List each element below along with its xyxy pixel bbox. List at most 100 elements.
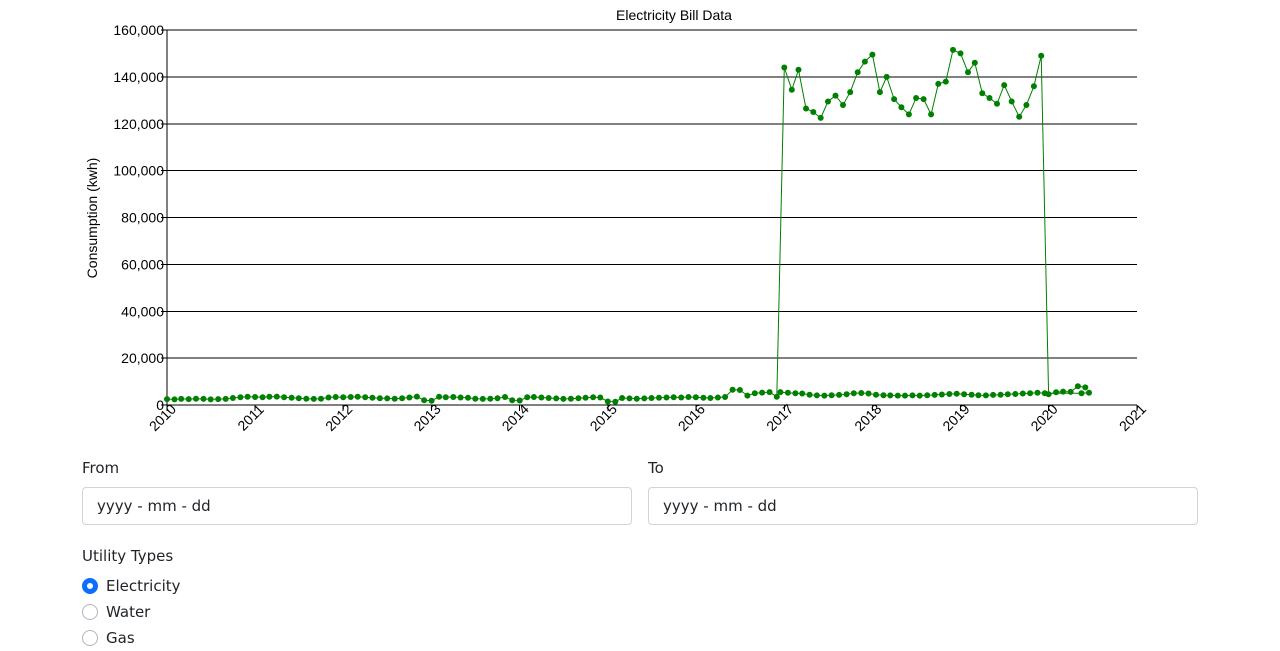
y-tick-label: 40,000 [121,303,164,319]
data-point [347,394,354,400]
data-point [340,394,347,401]
x-axis: 2010 2011 2012 2013 2014 2015 2016 2017 2018 2019… [146,401,1149,434]
utility-type-radio-group: Electricity Water Gas [82,573,1198,651]
data-point [795,66,802,73]
radio-option-gas[interactable]: Gas [82,625,1198,651]
chart-series [164,46,1092,405]
y-tick-label: 140,000 [113,69,164,85]
radio-gas[interactable] [82,630,98,646]
data-point [619,395,626,401]
data-point [961,391,968,398]
data-point [281,394,288,401]
data-point [707,395,714,401]
data-point [1023,102,1030,108]
data-point [825,98,831,105]
data-point [207,396,214,403]
data-point [810,109,817,115]
data-point [924,392,931,399]
data-point [450,394,457,400]
data-point [865,390,872,397]
data-point [193,395,199,402]
data-point [887,392,894,399]
data-point [612,398,619,405]
x-tick-label: 2016 [675,401,708,434]
data-point [200,395,207,402]
data-point [847,89,854,96]
data-point [840,102,846,108]
radio-label-water: Water [106,603,151,621]
data-point [582,394,589,401]
utility-types-label: Utility Types [82,547,174,565]
data-point [1030,83,1037,90]
data-point [905,111,912,118]
from-date-input[interactable] [82,487,632,525]
data-point [685,394,692,400]
data-point [781,64,788,71]
data-point [553,395,560,402]
to-date-input[interactable] [648,487,1198,525]
data-point [942,78,949,85]
data-point [633,395,640,402]
data-point [957,50,964,57]
radio-option-electricity[interactable]: Electricity [82,573,1198,599]
data-point [928,111,935,118]
data-point [215,396,222,403]
radio-label-electricity: Electricity [106,577,181,595]
data-point [1001,82,1008,89]
data-point [266,393,273,400]
chart-gridlines [167,29,1137,406]
data-point [465,394,471,401]
data-point [803,105,809,112]
data-point [759,389,766,396]
data-point [850,390,857,397]
data-point [986,95,993,101]
data-point [869,51,876,58]
x-tick-label: 2021 [1116,401,1149,434]
data-point [178,395,185,402]
data-point [950,46,956,53]
from-group: From [82,458,632,525]
consumption-chart: 0 20,000 40,000 60,000 80,000 100,000 120,000 1… [84,7,1149,434]
to-group: To [648,458,1198,525]
radio-label-gas: Gas [106,629,135,647]
data-point [744,392,751,399]
data-point [832,92,839,99]
data-point [354,393,361,400]
data-point [318,395,324,402]
data-point [252,394,259,400]
data-point [604,398,611,405]
data-point [413,393,420,400]
data-point [457,394,464,401]
data-point [295,395,302,402]
data-point [931,391,938,398]
data-point [990,391,997,398]
data-point [788,86,795,93]
data-point [487,395,494,402]
radio-water[interactable] [82,604,98,620]
data-point [259,394,266,401]
data-point [971,59,978,66]
radio-electricity[interactable] [82,578,98,594]
data-point [751,390,758,397]
data-point [502,394,508,400]
data-point [1019,390,1026,397]
x-tick-label: 2015 [587,401,620,434]
data-point [994,100,1000,107]
data-point [597,394,604,401]
data-point [567,395,574,402]
data-point [909,392,916,399]
data-point [792,390,799,397]
radio-option-water[interactable]: Water [82,599,1198,625]
data-point [916,392,923,399]
data-point [722,394,729,400]
x-tick-label: 2013 [410,401,443,434]
x-tick-label: 2012 [322,401,355,434]
data-point [442,394,449,401]
data-point [894,392,901,399]
x-tick-label: 2014 [498,401,531,434]
y-tick-label: 0 [156,397,164,413]
data-point [714,394,721,401]
data-point [538,394,545,401]
data-point [428,397,435,404]
data-point [784,389,791,396]
